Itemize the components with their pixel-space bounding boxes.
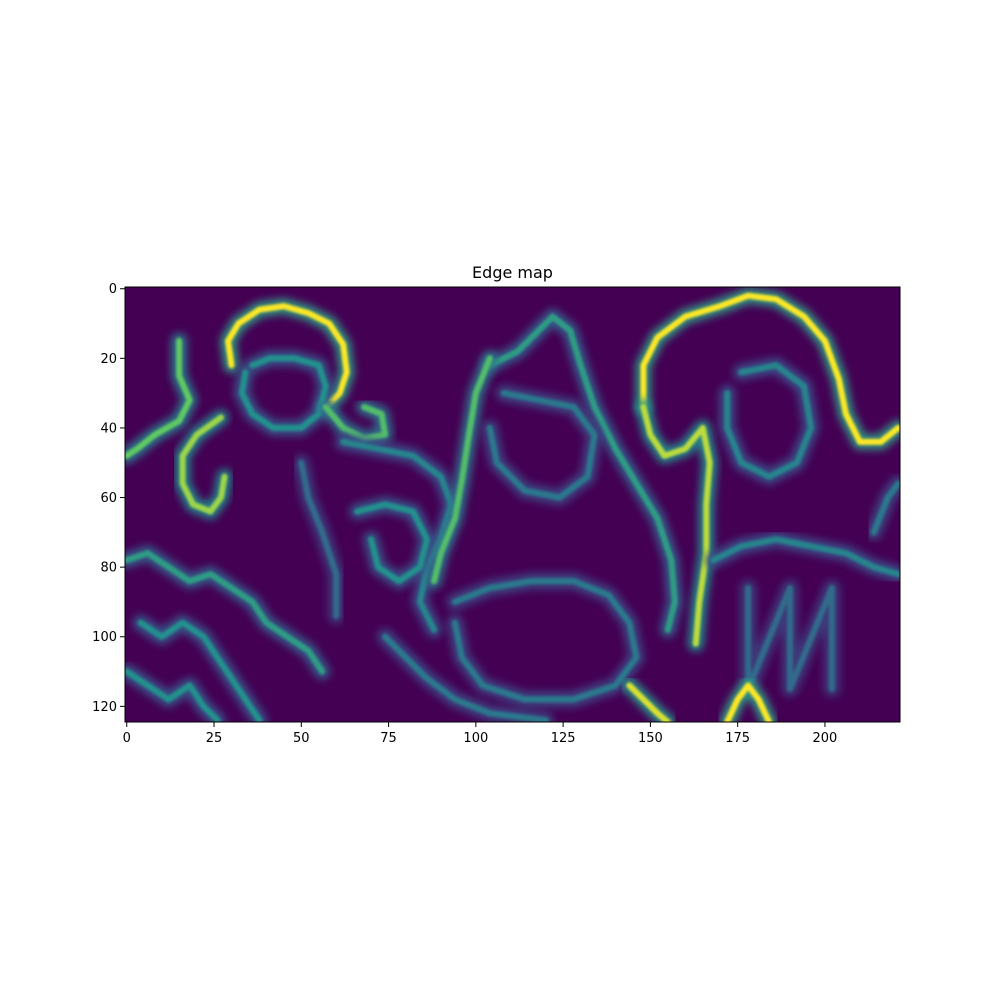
edge-line-17	[137, 619, 263, 722]
edge-line-18	[125, 668, 221, 722]
edge-line-11	[640, 292, 900, 445]
y-axis: 0 20 40 60 80 100 120	[92, 282, 125, 715]
y-tick-label-60: 60	[100, 491, 117, 506]
edge-line-20	[382, 633, 549, 722]
axes-frame	[124, 286, 901, 723]
y-tick-label-100: 100	[92, 630, 117, 645]
edge-line-1	[238, 355, 329, 431]
plot-area	[125, 287, 900, 722]
edge-line-13	[724, 362, 814, 480]
edge-line-16	[125, 550, 326, 675]
edge-line-8	[486, 313, 678, 633]
x-tick-label-125: 125	[551, 731, 576, 746]
edge-line-0	[225, 303, 350, 411]
edge-line-9	[431, 355, 493, 585]
edge-line-21	[626, 682, 671, 722]
y-tick-label-80: 80	[100, 561, 117, 576]
edge-line-6	[354, 501, 430, 585]
x-tick-label-75: 75	[380, 731, 397, 746]
x-tick-label-150: 150	[638, 731, 663, 746]
y-tick-label-0: 0	[109, 282, 117, 297]
edge-strokes	[125, 287, 900, 722]
edge-line-2	[125, 337, 193, 459]
edge-line-14	[710, 536, 900, 578]
y-tick-label-40: 40	[100, 421, 117, 436]
edge-line-15	[745, 585, 835, 692]
y-tick-label-20: 20	[100, 352, 117, 367]
y-tick-label-120: 120	[92, 700, 117, 715]
x-tick-label-25: 25	[206, 731, 223, 746]
edge-line-23	[870, 480, 900, 536]
edge-line-19	[451, 578, 640, 703]
x-axis: 0 25 50 75 100 125 150 175 200	[123, 722, 838, 746]
chart-title: Edge map	[472, 263, 553, 282]
edge-line-22	[724, 682, 773, 722]
x-tick-label-200: 200	[813, 731, 838, 746]
x-tick-label-50: 50	[293, 731, 310, 746]
x-tick-label-100: 100	[463, 731, 488, 746]
edge-line-10	[486, 390, 598, 501]
edge-line-4	[322, 404, 389, 442]
edge-line-3	[179, 414, 228, 515]
x-tick-label-0: 0	[123, 731, 131, 746]
edge-line-12	[640, 404, 713, 647]
x-tick-label-175: 175	[725, 731, 750, 746]
edge-line-7	[298, 459, 340, 619]
